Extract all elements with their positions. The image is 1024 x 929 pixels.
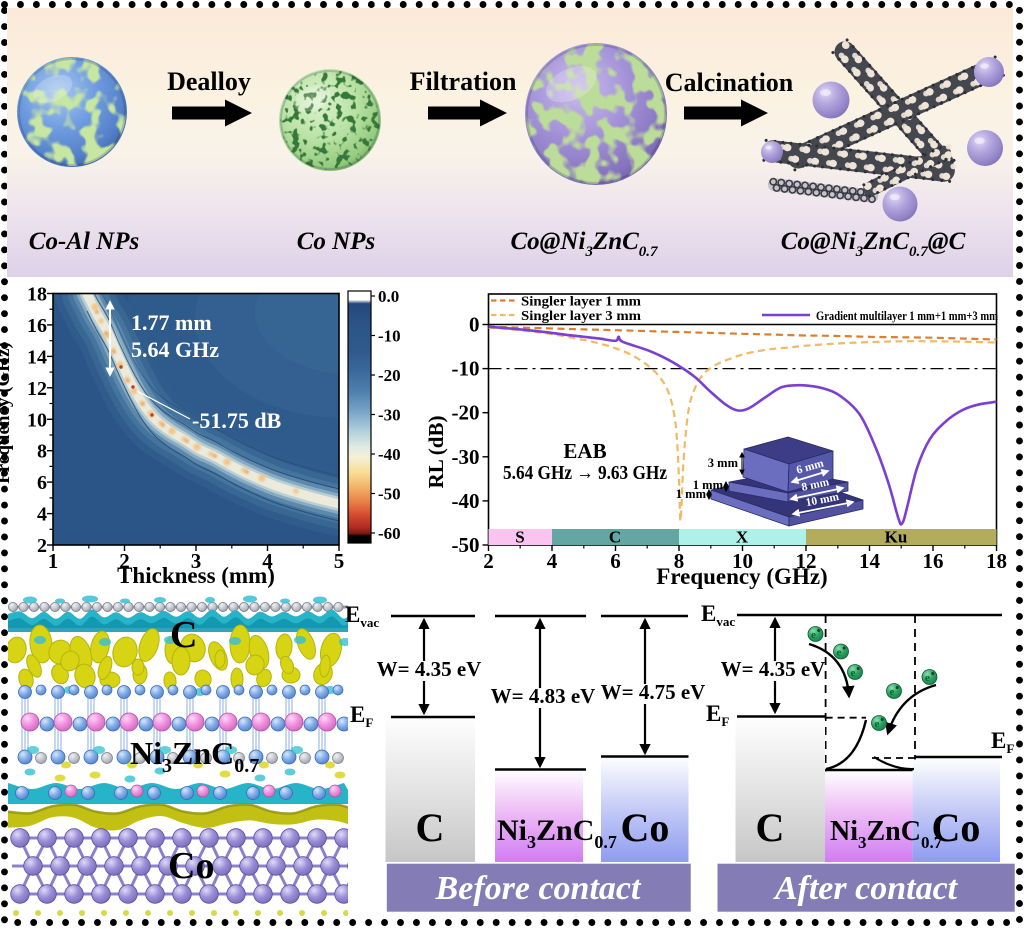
svg-text:18: 18 [986, 549, 1007, 573]
svg-text:Calcination: Calcination [665, 68, 794, 97]
svg-text:3: 3 [191, 549, 202, 573]
svg-text:3 mm: 3 mm [708, 456, 739, 470]
svg-text:X: X [736, 528, 749, 547]
svg-text:-50: -50 [378, 485, 401, 504]
svg-text:5: 5 [334, 549, 345, 573]
svg-text:e: e [890, 686, 895, 698]
svg-text:6: 6 [610, 549, 621, 573]
svg-text:Co NPs: Co NPs [297, 228, 375, 255]
svg-text:Singler layer 3 mm: Singler layer 3 mm [521, 309, 641, 324]
svg-text:-60: -60 [378, 524, 401, 543]
svg-text:EF: EF [350, 702, 373, 730]
svg-text:-10: -10 [378, 327, 401, 346]
svg-text:10: 10 [732, 549, 753, 573]
svg-text:EAB: EAB [563, 439, 606, 463]
svg-text:1.77 mm: 1.77 mm [131, 310, 212, 335]
svg-text:Co-Al NPs: Co-Al NPs [29, 228, 139, 255]
svg-text:4: 4 [262, 549, 273, 573]
svg-text:e: e [925, 672, 930, 684]
svg-text:-20: -20 [452, 401, 480, 425]
svg-text:Ni3ZnC0.7: Ni3ZnC0.7 [497, 814, 617, 852]
svg-text:Ni3ZnC0.7: Ni3ZnC0.7 [830, 816, 943, 852]
svg-text:S: S [515, 528, 524, 547]
svg-text:5.64 GHz: 5.64 GHz [131, 337, 219, 362]
svg-text:Evac: Evac [701, 601, 735, 629]
svg-text:EF: EF [706, 701, 729, 729]
svg-text:RL (dB): RL (dB) [424, 416, 448, 489]
svg-text:Frequency (GHz): Frequency (GHz) [656, 564, 827, 589]
svg-text:W= 4.75 eV: W= 4.75 eV [601, 680, 706, 704]
svg-text:12: 12 [27, 378, 47, 400]
svg-text:e: e [851, 667, 856, 679]
svg-text:W= 4.35 eV: W= 4.35 eV [721, 657, 826, 681]
svg-text:Co@Ni3ZnC0.7@C: Co@Ni3ZnC0.7@C [781, 228, 966, 260]
svg-text:C: C [416, 805, 445, 850]
svg-text:W= 4.83 eV: W= 4.83 eV [491, 684, 596, 708]
svg-text:16: 16 [27, 315, 47, 337]
svg-text:Filtration: Filtration [410, 67, 517, 96]
svg-text:Co: Co [932, 805, 981, 850]
svg-text:1 mm: 1 mm [676, 487, 707, 501]
svg-text:e: e [837, 647, 842, 659]
svg-text:5.64 GHz → 9.63 GHz: 5.64 GHz → 9.63 GHz [503, 462, 667, 484]
svg-text:-40: -40 [378, 445, 401, 464]
svg-text:Co: Co [168, 845, 214, 887]
svg-text:Dealloy: Dealloy [167, 67, 251, 96]
svg-text:16: 16 [923, 549, 944, 573]
svg-text:C: C [756, 805, 785, 850]
svg-text:Thickness (mm): Thickness (mm) [117, 563, 275, 588]
svg-text:-20: -20 [378, 366, 401, 385]
svg-text:e: e [811, 629, 816, 641]
svg-text:Frequency (GHz): Frequency (GHz) [0, 342, 14, 484]
svg-text:1: 1 [48, 549, 59, 573]
svg-text:Gradient multilayer 1 mm+1 mm+: Gradient multilayer 1 mm+1 mm+3 mm [816, 308, 998, 323]
svg-text:8: 8 [674, 549, 685, 573]
svg-text:Co: Co [621, 805, 670, 850]
svg-text:Co@Ni3ZnC0.7: Co@Ni3ZnC0.7 [510, 228, 658, 260]
svg-text:-51.75 dB: -51.75 dB [192, 408, 282, 433]
svg-text:-50: -50 [452, 533, 480, 557]
svg-text:Ni3ZnC0.7: Ni3ZnC0.7 [130, 735, 259, 777]
svg-text:18: 18 [27, 284, 47, 306]
svg-text:14: 14 [27, 346, 47, 368]
svg-text:After contact: After contact [773, 870, 959, 907]
svg-text:2: 2 [483, 549, 494, 573]
svg-text:-30: -30 [378, 406, 401, 425]
svg-text:0.0: 0.0 [378, 287, 399, 306]
svg-text:EF: EF [991, 728, 1014, 756]
svg-text:0: 0 [469, 313, 480, 337]
svg-text:e: e [875, 718, 880, 730]
svg-text:4: 4 [37, 504, 47, 526]
svg-text:12: 12 [796, 549, 817, 573]
svg-text:-40: -40 [452, 489, 480, 513]
svg-text:4: 4 [547, 549, 558, 573]
svg-text:10: 10 [27, 409, 47, 431]
svg-text:8: 8 [37, 441, 47, 463]
svg-text:Singler layer 1 mm: Singler layer 1 mm [521, 295, 641, 310]
svg-text:2: 2 [119, 549, 130, 573]
svg-text:8 mm: 8 mm [801, 476, 831, 494]
svg-text:6: 6 [37, 472, 47, 494]
svg-text:W= 4.35 eV: W= 4.35 eV [377, 657, 482, 681]
svg-text:Evac: Evac [345, 602, 379, 630]
svg-text:Before contact: Before contact [435, 870, 642, 907]
svg-text:-30: -30 [452, 445, 480, 469]
svg-text:1 mm: 1 mm [693, 478, 724, 492]
svg-text:2: 2 [37, 535, 47, 557]
svg-text:Ku: Ku [885, 528, 908, 547]
svg-text:-10: -10 [452, 357, 480, 381]
svg-text:C: C [170, 614, 197, 656]
svg-text:C: C [609, 528, 621, 547]
svg-text:14: 14 [859, 549, 881, 573]
